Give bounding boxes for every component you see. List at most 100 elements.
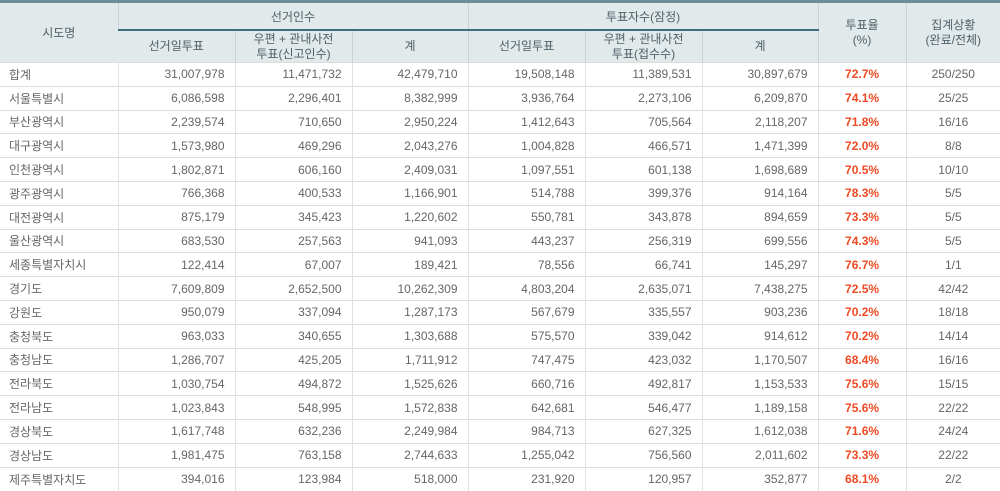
region-name-cell: 부산광역시 bbox=[0, 109, 118, 134]
electors-eday-cell: 950,079 bbox=[117, 299, 235, 325]
voters-total-cell: 894,659 bbox=[701, 204, 819, 230]
electors-total-cell: 2,950,224 bbox=[351, 109, 469, 134]
electors-mail-early-cell: 632,236 bbox=[234, 418, 352, 444]
voters-eday-cell: 1,412,643 bbox=[467, 109, 586, 134]
table-row: 전라남도 1,023,843 548,995 1,572,838 642,681 546,… bbox=[0, 395, 1000, 420]
count-status-cell: 8/8 bbox=[905, 133, 1000, 158]
table-row: 광주광역시 766,368 400,533 1,166,901 514,788 399,3… bbox=[0, 180, 1000, 206]
voters-eday-cell: 567,679 bbox=[467, 299, 586, 325]
electors-eday-cell: 1,802,871 bbox=[117, 157, 235, 182]
header-voters-mail-early: 우편 + 관내사전 투표(접수수) bbox=[584, 30, 703, 63]
voters-eday-cell: 642,681 bbox=[467, 395, 586, 420]
turnout-rate-cell: 75.6% bbox=[817, 395, 907, 420]
turnout-rate-cell: 71.8% bbox=[817, 109, 907, 134]
count-status-cell: 5/5 bbox=[905, 180, 1000, 206]
voters-total-cell: 1,189,158 bbox=[701, 395, 819, 420]
region-name-cell: 광주광역시 bbox=[0, 180, 118, 206]
table-row: 경상남도 1,981,475 763,158 2,744,633 1,255,042 75… bbox=[0, 442, 1000, 468]
count-status-cell: 5/5 bbox=[905, 204, 1000, 230]
electors-mail-early-cell: 345,423 bbox=[234, 204, 352, 230]
voters-eday-cell: 231,920 bbox=[467, 466, 586, 491]
voters-mail-early-cell: 339,042 bbox=[584, 323, 703, 349]
region-name-cell: 인천광역시 bbox=[0, 157, 118, 182]
turnout-rate-cell: 73.3% bbox=[817, 442, 907, 468]
voters-mail-early-cell: 2,635,071 bbox=[584, 276, 703, 301]
electors-eday-cell: 2,239,574 bbox=[117, 109, 235, 134]
header-voters-group: 투표자수(잠정) bbox=[467, 3, 819, 31]
voters-eday-cell: 4,803,204 bbox=[467, 276, 586, 301]
electors-eday-cell: 766,368 bbox=[117, 180, 235, 206]
electors-mail-early-cell: 2,296,401 bbox=[234, 85, 352, 111]
electors-total-cell: 2,409,031 bbox=[351, 157, 469, 182]
header-electors-group: 선거인수 bbox=[117, 3, 469, 31]
turnout-rate-cell: 70.2% bbox=[817, 323, 907, 349]
turnout-rate-cell: 72.7% bbox=[817, 62, 907, 87]
voters-eday-cell: 1,097,551 bbox=[467, 157, 586, 182]
voters-eday-cell: 78,556 bbox=[467, 252, 586, 277]
region-name-cell: 충청북도 bbox=[0, 323, 118, 349]
electors-total-cell: 941,093 bbox=[351, 228, 469, 253]
table-row: 대구광역시 1,573,980 469,296 2,043,276 1,004,828 4… bbox=[0, 133, 1000, 158]
region-name-cell: 대구광역시 bbox=[0, 133, 118, 158]
voters-mail-early-cell: 601,138 bbox=[584, 157, 703, 182]
turnout-rate-cell: 72.0% bbox=[817, 133, 907, 158]
region-name-cell: 경기도 bbox=[0, 276, 118, 301]
electors-total-cell: 1,525,626 bbox=[351, 371, 469, 396]
region-name-cell: 경상남도 bbox=[0, 442, 118, 468]
electors-eday-cell: 7,609,809 bbox=[117, 276, 235, 301]
count-status-cell: 24/24 bbox=[905, 418, 1000, 444]
electors-total-cell: 1,287,173 bbox=[351, 299, 469, 325]
table-row: 부산광역시 2,239,574 710,650 2,950,224 1,412,643 7… bbox=[0, 109, 1000, 134]
electors-mail-early-cell: 763,158 bbox=[234, 442, 352, 468]
count-status-cell: 5/5 bbox=[905, 228, 1000, 253]
electors-mail-early-cell: 400,533 bbox=[234, 180, 352, 206]
turnout-rate-cell: 71.6% bbox=[817, 418, 907, 444]
electors-mail-early-cell: 606,160 bbox=[234, 157, 352, 182]
voters-total-cell: 699,556 bbox=[701, 228, 819, 253]
header-electors-mail-early: 우편 + 관내사전 투표(신고인수) bbox=[234, 30, 352, 63]
electors-mail-early-cell: 337,094 bbox=[234, 299, 352, 325]
electors-eday-cell: 1,023,843 bbox=[117, 395, 235, 420]
voters-total-cell: 145,297 bbox=[701, 252, 819, 277]
count-status-cell: 15/15 bbox=[905, 371, 1000, 396]
voters-eday-cell: 1,255,042 bbox=[467, 442, 586, 468]
voters-eday-cell: 1,004,828 bbox=[467, 133, 586, 158]
region-name-cell: 강원도 bbox=[0, 299, 118, 325]
turnout-rate-cell: 75.6% bbox=[817, 371, 907, 396]
voters-total-cell: 914,164 bbox=[701, 180, 819, 206]
voters-eday-cell: 747,475 bbox=[467, 347, 586, 372]
count-status-cell: 14/14 bbox=[905, 323, 1000, 349]
region-name-cell: 세종특별자치시 bbox=[0, 252, 118, 277]
region-name-cell: 경상북도 bbox=[0, 418, 118, 444]
table-row: 충청북도 963,033 340,655 1,303,688 575,570 339,04… bbox=[0, 323, 1000, 349]
electors-eday-cell: 31,007,978 bbox=[117, 62, 235, 87]
table-row: 전라북도 1,030,754 494,872 1,525,626 660,716 492,… bbox=[0, 371, 1000, 396]
voters-total-cell: 6,209,870 bbox=[701, 85, 819, 111]
voters-mail-early-cell: 2,273,106 bbox=[584, 85, 703, 111]
electors-mail-early-cell: 2,652,500 bbox=[234, 276, 352, 301]
voters-total-cell: 1,170,507 bbox=[701, 347, 819, 372]
electors-total-cell: 1,303,688 bbox=[351, 323, 469, 349]
table-body: 합계 31,007,978 11,471,732 42,479,710 19,508,1… bbox=[0, 62, 1000, 491]
turnout-rate-cell: 70.2% bbox=[817, 299, 907, 325]
table-header: 시도명 선거인수 투표자수(잠정) 투표율 (%) 집계상황 (완료/전체) 선… bbox=[0, 3, 1000, 63]
electors-mail-early-cell: 11,471,732 bbox=[234, 62, 352, 87]
voters-mail-early-cell: 256,319 bbox=[584, 228, 703, 253]
electors-mail-early-cell: 67,007 bbox=[234, 252, 352, 277]
turnout-rate-cell: 74.3% bbox=[817, 228, 907, 253]
count-status-cell: 22/22 bbox=[905, 395, 1000, 420]
voters-mail-early-cell: 399,376 bbox=[584, 180, 703, 206]
electors-total-cell: 2,043,276 bbox=[351, 133, 469, 158]
region-name-cell: 제주특별자치도 bbox=[0, 466, 118, 491]
voters-eday-cell: 984,713 bbox=[467, 418, 586, 444]
voters-mail-early-cell: 492,817 bbox=[584, 371, 703, 396]
voters-eday-cell: 514,788 bbox=[467, 180, 586, 206]
region-name-cell: 울산광역시 bbox=[0, 228, 118, 253]
electors-total-cell: 1,166,901 bbox=[351, 180, 469, 206]
turnout-rate-cell: 70.5% bbox=[817, 157, 907, 182]
count-status-cell: 16/16 bbox=[905, 109, 1000, 134]
count-status-cell: 10/10 bbox=[905, 157, 1000, 182]
table-row: 서울특별시 6,086,598 2,296,401 8,382,999 3,936,76… bbox=[0, 85, 1000, 111]
voters-total-cell: 903,236 bbox=[701, 299, 819, 325]
